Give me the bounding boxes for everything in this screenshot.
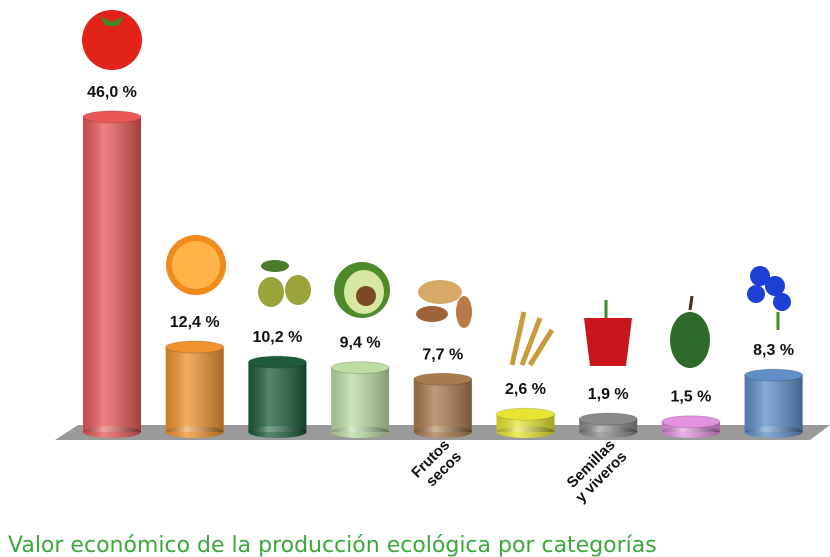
value-label: 2,6 % [505, 381, 546, 398]
bar-top [83, 111, 141, 123]
value-label: 10,2 % [252, 329, 302, 346]
bar-shade [248, 362, 306, 432]
page: 46,0 % 12,4 % 10,2 % 9,4 % 7,7 % Frutossecos 2… [0, 0, 830, 557]
bar-shade [414, 379, 472, 432]
bar [248, 356, 306, 438]
value-label: 7,7 % [422, 346, 463, 363]
chart-title: Valor económico de la producción ecológi… [8, 533, 657, 557]
bar [497, 408, 555, 438]
bar-base-shade [497, 426, 555, 438]
bar-top [745, 369, 803, 381]
bar-base-shade [579, 426, 637, 438]
bar-top [579, 413, 637, 425]
bar-top [166, 341, 224, 353]
bar [414, 373, 472, 438]
bar [745, 369, 803, 438]
bar-base-shade [166, 426, 224, 438]
x-tick-label: Semillasy viveros [561, 436, 631, 506]
value-label: 1,5 % [670, 389, 711, 406]
bar [579, 413, 637, 438]
bar [662, 416, 720, 438]
bar [331, 362, 389, 438]
bar [166, 341, 224, 438]
bar-top [331, 362, 389, 374]
bar-shade [83, 117, 141, 432]
bar-base-shade [248, 426, 306, 438]
value-label: 9,4 % [340, 335, 381, 352]
bar-shade [745, 375, 803, 432]
bar-top [497, 408, 555, 420]
bar-top [414, 373, 472, 385]
bar-top [248, 356, 306, 368]
bar-base-shade [414, 426, 472, 438]
x-tick-label: Frutossecos [408, 436, 465, 493]
bar-base-shade [331, 426, 389, 438]
bar-base-shade [745, 426, 803, 438]
bar-shade [331, 368, 389, 432]
bar-base-shade [83, 426, 141, 438]
value-label: 8,3 % [753, 342, 794, 359]
bar-shade [166, 347, 224, 432]
bar-top [662, 416, 720, 428]
value-label: 46,0 % [87, 84, 137, 101]
value-label: 1,9 % [588, 386, 629, 403]
value-label: 12,4 % [170, 314, 220, 331]
chart: 46,0 % 12,4 % 10,2 % 9,4 % 7,7 % Frutossecos 2… [0, 0, 830, 557]
bar [83, 111, 141, 438]
